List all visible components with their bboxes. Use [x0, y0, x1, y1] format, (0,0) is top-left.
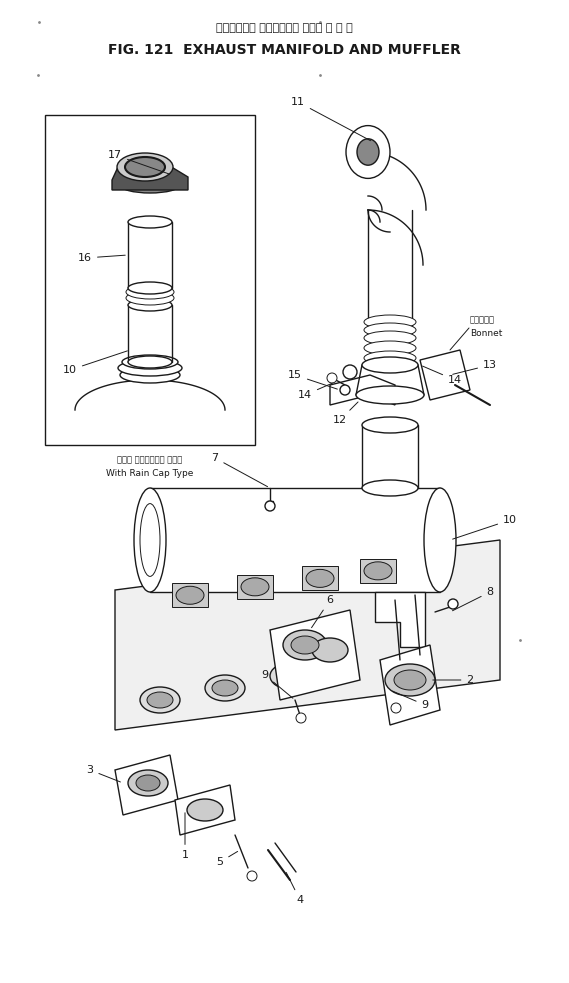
Text: 9: 9 [393, 691, 428, 710]
Ellipse shape [125, 157, 165, 177]
Text: 4: 4 [286, 873, 304, 905]
Ellipse shape [364, 351, 416, 365]
Polygon shape [420, 350, 470, 400]
Ellipse shape [187, 799, 223, 821]
Ellipse shape [205, 675, 245, 701]
Ellipse shape [118, 360, 182, 376]
Text: レイン キャップ付き タイプ: レイン キャップ付き タイプ [117, 455, 183, 465]
Text: 10: 10 [63, 351, 127, 375]
Ellipse shape [343, 365, 357, 379]
Polygon shape [380, 645, 440, 725]
Ellipse shape [126, 285, 174, 299]
Ellipse shape [212, 680, 238, 696]
Ellipse shape [296, 713, 306, 723]
Ellipse shape [120, 367, 180, 383]
Text: 13: 13 [453, 360, 497, 375]
Ellipse shape [357, 139, 379, 165]
Ellipse shape [391, 703, 401, 713]
Polygon shape [115, 755, 178, 815]
Polygon shape [330, 375, 395, 405]
Text: 3: 3 [86, 765, 121, 782]
Ellipse shape [134, 488, 166, 592]
Ellipse shape [120, 177, 180, 193]
Ellipse shape [270, 663, 310, 689]
Ellipse shape [364, 341, 416, 355]
Ellipse shape [448, 599, 458, 609]
Text: ボンネット: ボンネット [470, 316, 495, 324]
Text: With Rain Cap Type: With Rain Cap Type [106, 470, 193, 479]
Ellipse shape [265, 501, 275, 511]
Ellipse shape [356, 386, 424, 404]
Ellipse shape [147, 692, 173, 708]
Text: 14: 14 [298, 383, 332, 400]
Ellipse shape [394, 670, 426, 690]
Ellipse shape [128, 356, 172, 368]
Ellipse shape [136, 775, 160, 791]
Text: 6: 6 [312, 595, 333, 628]
Text: エキゾースト マニホールド および マ フ ラ: エキゾースト マニホールド および マ フ ラ [216, 23, 352, 33]
Ellipse shape [140, 687, 180, 713]
Ellipse shape [126, 291, 174, 305]
Polygon shape [45, 115, 255, 445]
Ellipse shape [362, 417, 418, 433]
Ellipse shape [364, 323, 416, 337]
Polygon shape [150, 488, 440, 592]
Ellipse shape [241, 578, 269, 596]
Polygon shape [375, 592, 425, 647]
Ellipse shape [312, 638, 348, 662]
Text: 17: 17 [108, 150, 170, 174]
Text: 11: 11 [291, 97, 370, 141]
Text: 9: 9 [261, 670, 293, 698]
Text: 15: 15 [288, 370, 337, 389]
Ellipse shape [140, 503, 160, 576]
Text: 8: 8 [452, 587, 493, 610]
Ellipse shape [306, 569, 334, 588]
Ellipse shape [283, 630, 327, 660]
Ellipse shape [385, 664, 435, 696]
Ellipse shape [364, 331, 416, 345]
Text: Bonnet: Bonnet [470, 328, 502, 337]
Text: 5: 5 [216, 851, 238, 867]
Ellipse shape [362, 480, 418, 496]
Polygon shape [237, 575, 273, 599]
Polygon shape [115, 540, 500, 730]
Polygon shape [128, 362, 172, 375]
Ellipse shape [364, 562, 392, 580]
Ellipse shape [176, 586, 204, 605]
Text: 12: 12 [333, 402, 358, 425]
Ellipse shape [128, 770, 168, 796]
Ellipse shape [340, 385, 350, 395]
Ellipse shape [364, 315, 416, 329]
Ellipse shape [327, 373, 337, 383]
Text: 14: 14 [423, 366, 462, 385]
Text: 16: 16 [78, 253, 125, 263]
Text: 7: 7 [212, 453, 267, 487]
Ellipse shape [122, 355, 178, 369]
Ellipse shape [128, 299, 172, 311]
Polygon shape [112, 157, 188, 190]
Ellipse shape [117, 153, 173, 181]
Ellipse shape [362, 357, 418, 373]
Ellipse shape [277, 668, 303, 684]
Text: 2: 2 [433, 675, 473, 685]
Ellipse shape [346, 126, 390, 178]
Polygon shape [270, 610, 360, 700]
Text: 1: 1 [182, 813, 188, 860]
Ellipse shape [128, 216, 172, 228]
Ellipse shape [128, 282, 172, 294]
Text: FIG. 121  EXHAUST MANIFOLD AND MUFFLER: FIG. 121 EXHAUST MANIFOLD AND MUFFLER [108, 43, 460, 57]
Ellipse shape [424, 488, 456, 592]
Polygon shape [360, 559, 396, 583]
Polygon shape [172, 583, 208, 607]
Text: 10: 10 [452, 515, 517, 539]
Ellipse shape [291, 636, 319, 654]
Polygon shape [302, 566, 338, 591]
Polygon shape [175, 785, 235, 835]
Ellipse shape [247, 871, 257, 881]
